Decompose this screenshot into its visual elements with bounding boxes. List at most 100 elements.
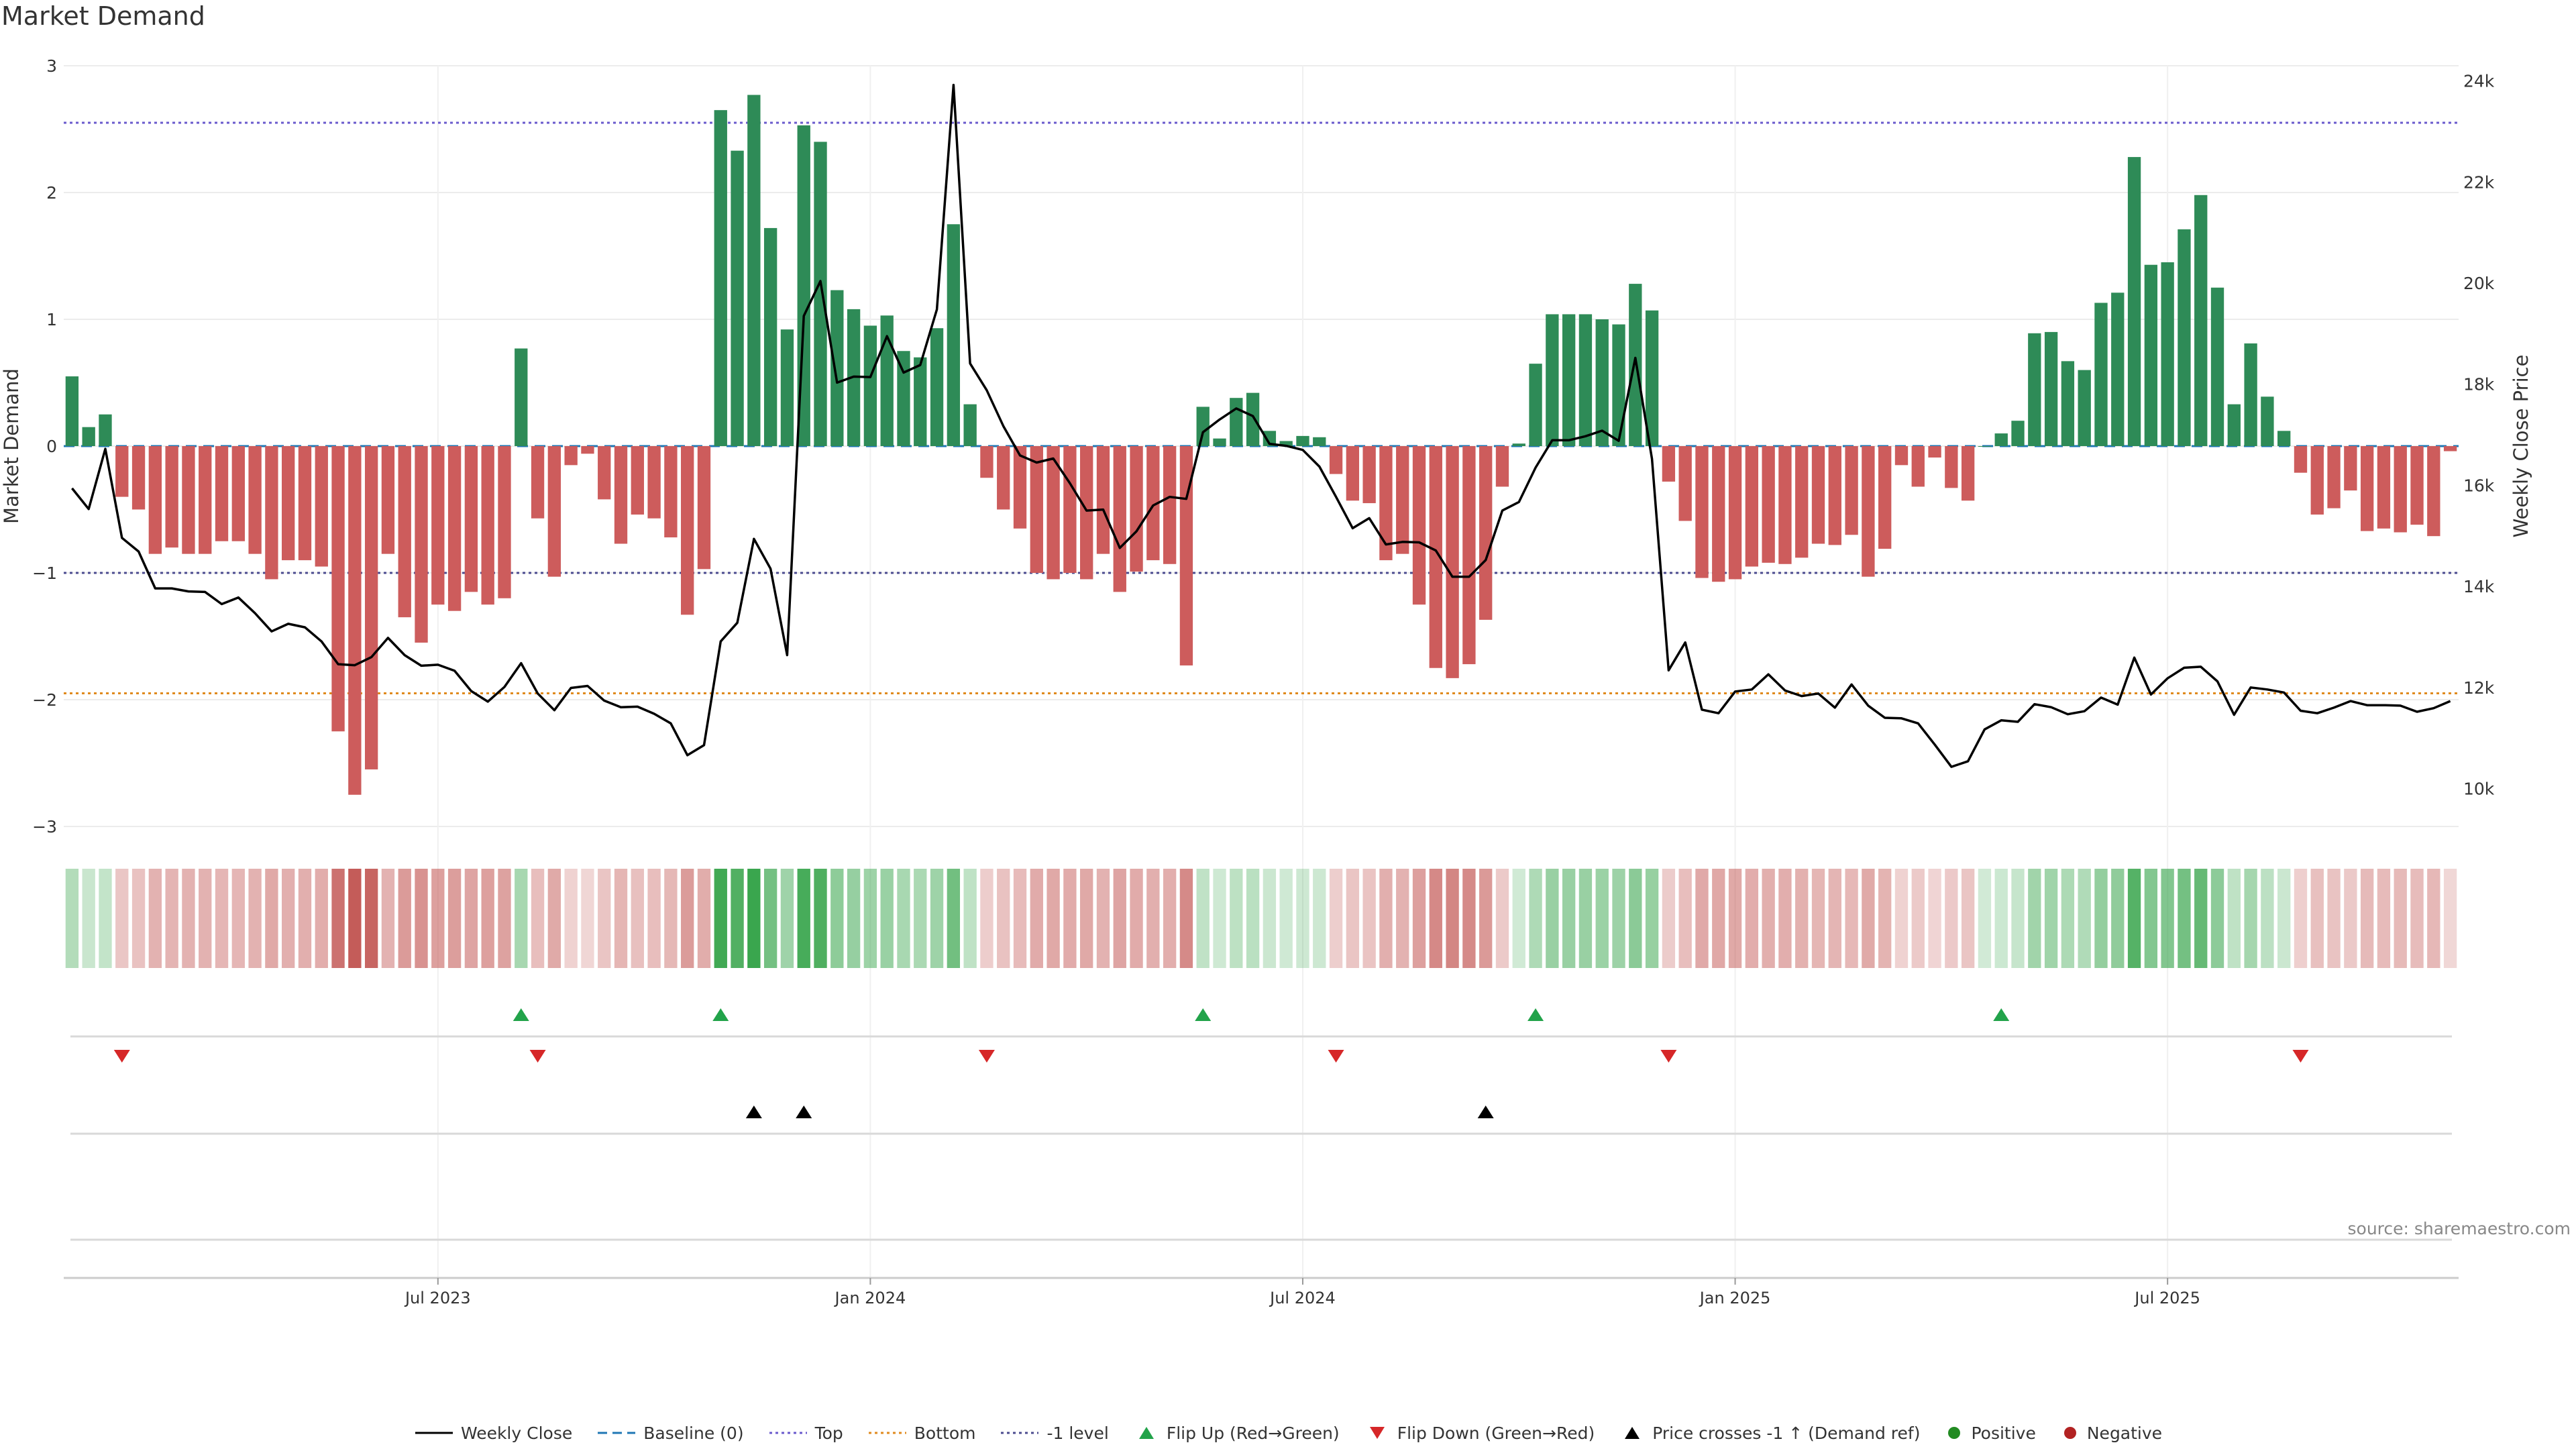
demand-bar (1678, 446, 1692, 521)
demand-bar (2360, 446, 2374, 531)
demand-strip-cell (1928, 869, 1941, 968)
demand-strip-cell (1578, 869, 1593, 968)
demand-bar (1379, 446, 1393, 561)
demand-bar (2028, 333, 2041, 446)
demand-strip-cell (2377, 869, 2391, 968)
axes: 3 2 1 0 −1 −2 −3 24k 22k 20k 18k 16k 14k 12k 10k Market… (0, 56, 2532, 837)
demand-strip-cell (2144, 869, 2158, 968)
weekly-close-line (71, 83, 2451, 768)
demand-bar (2178, 229, 2191, 446)
demand-bar (2094, 303, 2108, 446)
demand-strip-cell (2327, 869, 2341, 968)
demand-strip-cell (1612, 869, 1625, 968)
demand-bar (2244, 343, 2257, 446)
demand-bar (1429, 446, 1442, 668)
demand-bar (2161, 262, 2174, 446)
demand-strip-cell (980, 869, 994, 968)
demand-bar (1013, 446, 1027, 529)
demand-strip-cell (265, 869, 278, 968)
demand-strip-cell (1878, 869, 1892, 968)
minus-one-dotted-icon (1001, 1432, 1039, 1434)
y-tick-label: −3 (32, 817, 57, 837)
demand-bar (415, 446, 428, 643)
demand-bar (398, 446, 411, 618)
demand-strip-cell (897, 869, 910, 968)
demand-strip-cell (1329, 869, 1343, 968)
demand-bar (1479, 446, 1493, 620)
demand-bar (863, 325, 877, 446)
demand-bar (1745, 446, 1759, 567)
demand-strip-cell (1778, 869, 1792, 968)
y-tick-label: 3 (46, 56, 57, 76)
top-dotted-icon (769, 1432, 807, 1434)
demand-strip-cell (2227, 869, 2241, 968)
price-cross-marker (745, 1106, 762, 1118)
demand-strip-cell (731, 869, 744, 968)
y2-tick-label: 14k (2463, 577, 2495, 596)
demand-bar (315, 446, 328, 567)
demand-bar (2227, 404, 2241, 446)
demand-bar (1113, 446, 1126, 592)
demand-bar (515, 348, 528, 446)
demand-strip-cell (348, 869, 362, 968)
demand-strip-cell (1978, 869, 1992, 968)
demand-bar (997, 446, 1010, 510)
reference-lines (64, 121, 2459, 695)
demand-strip-cell (1845, 869, 1858, 968)
flip-down-marker (2292, 1050, 2309, 1063)
demand-strip-cell (1346, 869, 1360, 968)
demand-strip-cell (65, 869, 79, 968)
legend-price-cross: Price crosses -1 ↑ (Demand ref) (1619, 1424, 1920, 1443)
demand-strip-cell (1030, 869, 1043, 968)
demand-bar (681, 446, 694, 615)
demand-bar (248, 446, 262, 554)
demand-strip-cell (880, 869, 894, 968)
demand-strip-cell (997, 869, 1010, 968)
demand-bar (1595, 319, 1609, 446)
demand-strip-cell (1911, 869, 1925, 968)
demand-bar (82, 427, 95, 446)
triangle-up-icon (1138, 1427, 1154, 1439)
demand-strip-cell (2360, 869, 2374, 968)
demand-bar (598, 446, 611, 500)
demand-strip-cell (2277, 869, 2291, 968)
demand-strip-cell (315, 869, 328, 968)
triangle-up-black-icon (1625, 1427, 1640, 1439)
demand-strip-cell (515, 869, 528, 968)
demand-bar (431, 446, 445, 605)
demand-strip-cell (498, 869, 511, 968)
demand-strip-cell (2244, 869, 2257, 968)
y-tick-label: −2 (32, 690, 57, 710)
demand-bar (1562, 314, 1576, 446)
demand-strip-cell (531, 869, 545, 968)
demand-strip-cell (2061, 869, 2075, 968)
demand-bar (1529, 364, 1542, 446)
legend-label: Positive (1971, 1423, 2036, 1443)
demand-bar (447, 446, 462, 611)
x-tick-label: Jul 2025 (2133, 1289, 2200, 1307)
demand-strip-cell (598, 869, 611, 968)
demand-bar (1878, 446, 1892, 549)
demand-bar (99, 414, 112, 446)
demand-strip-cell (947, 869, 961, 968)
demand-strip-cell (2427, 869, 2440, 968)
y2-tick-label: 16k (2463, 476, 2495, 495)
demand-bar (531, 446, 545, 519)
demand-strip-cell (647, 869, 661, 968)
demand-strip-cell (282, 869, 295, 968)
y2-tick-label: 12k (2463, 678, 2495, 698)
demand-strip-cell (1163, 869, 1177, 968)
legend-baseline: Baseline (0) (596, 1424, 744, 1443)
demand-bar (2111, 292, 2125, 446)
demand-bar (1263, 431, 1277, 446)
demand-strip-cell (1595, 869, 1609, 968)
bottom-dotted-icon (868, 1432, 906, 1434)
price-cross-marker (1477, 1106, 1494, 1118)
demand-bar (1778, 446, 1792, 564)
demand-bar (1695, 446, 1709, 578)
flip-up-marker (513, 1008, 529, 1021)
demand-bar (282, 446, 295, 561)
demand-strip-cell (1479, 869, 1493, 968)
demand-bar (1063, 446, 1077, 573)
x-axis: Jul 2023 Jan 2024 Jul 2024 Jan 2025 Jul 2025 (64, 1277, 2459, 1307)
